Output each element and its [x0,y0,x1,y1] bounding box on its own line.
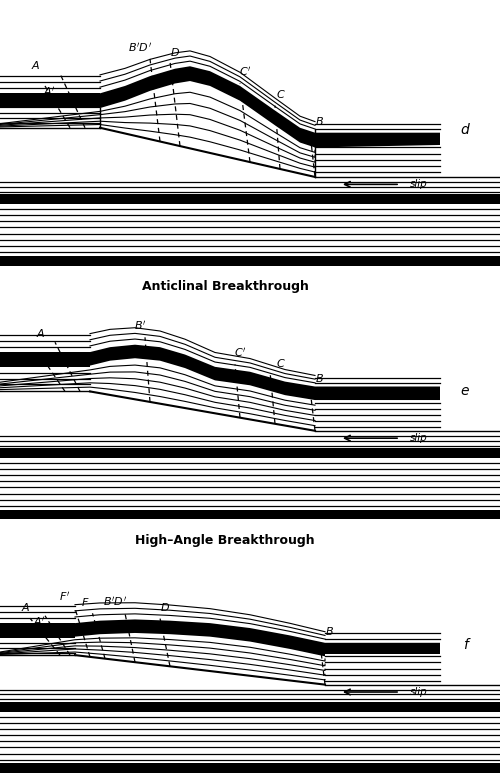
Polygon shape [0,763,500,773]
Text: D: D [160,603,170,613]
Text: F: F [82,598,88,608]
Text: slip: slip [410,433,428,443]
Polygon shape [325,643,440,654]
Text: $B'D'$: $B'D'$ [103,595,127,608]
Polygon shape [0,702,500,711]
Text: C: C [276,91,284,100]
Polygon shape [0,352,90,367]
Polygon shape [0,194,500,204]
Polygon shape [0,448,500,458]
Polygon shape [0,93,100,108]
Text: $B'D'$: $B'D'$ [128,41,152,54]
Text: D: D [170,48,179,59]
Polygon shape [315,387,440,400]
Text: $B'$: $B'$ [134,319,146,332]
Text: High–Angle Breakthrough: High–Angle Breakthrough [135,534,315,547]
Text: Anticlinal Breakthrough: Anticlinal Breakthrough [142,280,308,294]
Polygon shape [0,255,500,266]
Text: C: C [276,358,284,369]
Text: slip: slip [410,180,428,189]
Text: $F'$: $F'$ [60,590,70,603]
Polygon shape [315,133,440,145]
Text: e: e [461,384,469,398]
Text: f: f [462,638,468,652]
Text: A: A [31,61,39,71]
Polygon shape [0,623,75,638]
Text: $C'$: $C'$ [238,66,252,78]
Text: B: B [326,627,334,637]
Polygon shape [0,509,500,519]
Text: $A'$: $A'$ [34,615,46,628]
Polygon shape [0,66,440,148]
Polygon shape [0,273,500,519]
Polygon shape [0,20,500,266]
Polygon shape [0,344,440,400]
Text: B: B [316,373,324,383]
Text: $A'$: $A'$ [44,354,57,366]
Polygon shape [0,619,440,656]
Text: B: B [316,117,324,127]
Text: A: A [21,603,29,613]
Text: d: d [460,123,469,137]
Polygon shape [0,527,500,773]
Text: A: A [36,330,44,339]
Text: slip: slip [410,687,428,697]
Text: $A'$: $A'$ [44,85,57,98]
Text: $C'$: $C'$ [234,346,246,359]
